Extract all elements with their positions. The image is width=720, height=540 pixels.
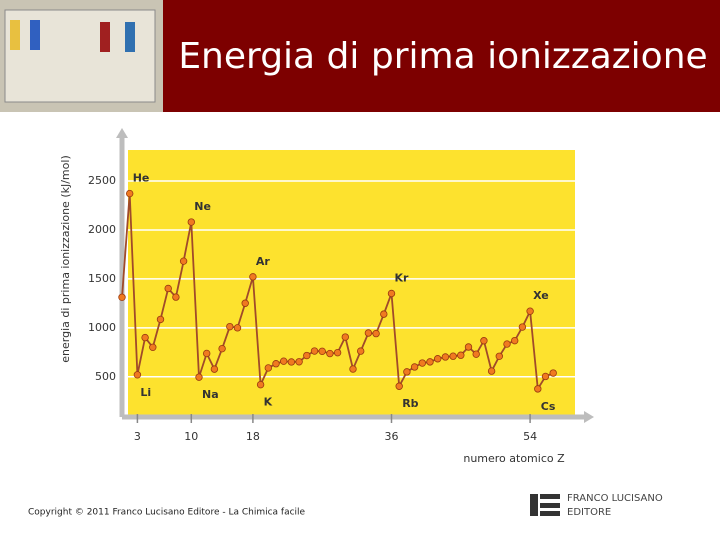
x-tick-label: 10 — [184, 430, 198, 443]
point-label: Xe — [533, 289, 549, 302]
data-point — [387, 289, 396, 298]
data-point — [233, 324, 242, 332]
slide-title: Energia di prima ionizzazione — [178, 36, 707, 77]
data-point — [318, 347, 326, 356]
data-point — [187, 218, 195, 226]
data-point — [518, 323, 527, 331]
y-tick-label: 2500 — [88, 174, 116, 187]
data-point — [503, 340, 511, 348]
test-tube — [125, 22, 135, 52]
data-point — [341, 333, 349, 341]
data-point — [487, 367, 496, 375]
data-point — [541, 372, 550, 381]
data-point — [272, 360, 280, 368]
data-point — [202, 349, 211, 358]
data-point — [526, 307, 534, 315]
point-label: Na — [202, 388, 219, 401]
data-point — [534, 385, 542, 393]
point-label: He — [133, 172, 150, 185]
x-tick-label: 54 — [523, 430, 537, 443]
data-point — [210, 365, 219, 373]
point-label: Ar — [256, 255, 271, 268]
data-point — [149, 343, 157, 351]
data-point — [326, 349, 334, 358]
data-point — [333, 348, 342, 357]
data-point — [195, 373, 203, 381]
data-point — [264, 364, 272, 372]
data-point — [549, 369, 557, 377]
data-point — [295, 358, 303, 366]
data-point — [256, 380, 265, 389]
point-label: K — [264, 396, 273, 409]
data-point — [118, 293, 126, 301]
point-label: Kr — [395, 271, 410, 284]
point-label: Ne — [194, 200, 211, 213]
data-point — [226, 322, 234, 331]
point-label: Rb — [402, 397, 418, 410]
test-tube — [30, 20, 40, 50]
x-tick-label: 3 — [134, 430, 141, 443]
y-tick-label: 1000 — [88, 321, 116, 334]
data-point — [403, 368, 411, 376]
data-point — [241, 299, 249, 307]
data-point — [434, 355, 442, 363]
y-axis-label: energia di prima ionizzazione (kJ/mol) — [59, 155, 72, 362]
data-point — [480, 337, 488, 345]
chart: 500 1000 1500 2000 2500 3 10 18 36 54 energia di p… — [59, 128, 594, 465]
x-tick-label: 18 — [246, 430, 260, 443]
data-point — [472, 350, 480, 358]
data-point — [156, 315, 165, 324]
data-point — [310, 347, 319, 355]
data-point — [441, 353, 450, 361]
data-point — [395, 382, 403, 390]
test-tube — [100, 22, 110, 52]
point-label: Li — [140, 386, 151, 399]
data-point — [449, 352, 457, 360]
logo-text: EDITORE — [567, 507, 611, 518]
data-point — [287, 358, 296, 366]
x-axis-arrow — [584, 411, 594, 423]
logo-mark — [530, 494, 538, 516]
y-tick-label: 2000 — [88, 223, 116, 236]
data-point — [380, 310, 388, 318]
data-point — [303, 351, 311, 360]
data-point — [495, 352, 503, 360]
data-point — [172, 293, 180, 301]
data-point — [179, 257, 188, 265]
data-point — [364, 329, 373, 337]
logo-text: FRANCO LUCISANO — [567, 493, 663, 504]
data-point — [141, 333, 149, 342]
data-point — [280, 357, 288, 365]
copyright: Copyright © 2011 Franco Lucisano Editore… — [28, 508, 306, 518]
y-tick-label: 500 — [95, 370, 116, 383]
data-point — [357, 347, 365, 355]
data-point — [249, 273, 257, 281]
data-point — [372, 329, 380, 338]
logo-mark — [540, 511, 560, 516]
x-tick-label: 36 — [385, 430, 399, 443]
y-tick-label: 1500 — [88, 272, 116, 285]
header-bar — [163, 0, 720, 112]
data-point — [511, 336, 519, 345]
data-point — [426, 358, 434, 366]
logo-mark — [540, 503, 560, 508]
data-point — [133, 371, 142, 379]
point-label: Cs — [541, 400, 556, 413]
data-point — [464, 343, 473, 351]
data-point — [410, 363, 419, 371]
y-axis-arrow — [116, 128, 128, 138]
test-tube — [10, 20, 20, 50]
plot-background — [128, 150, 575, 417]
data-point — [164, 284, 172, 293]
logo-mark — [540, 494, 560, 499]
data-point — [125, 189, 134, 198]
data-point — [349, 365, 357, 373]
data-point — [218, 344, 226, 353]
x-axis-label: numero atomico Z — [463, 452, 565, 465]
data-point — [457, 351, 465, 359]
data-point — [418, 359, 426, 367]
